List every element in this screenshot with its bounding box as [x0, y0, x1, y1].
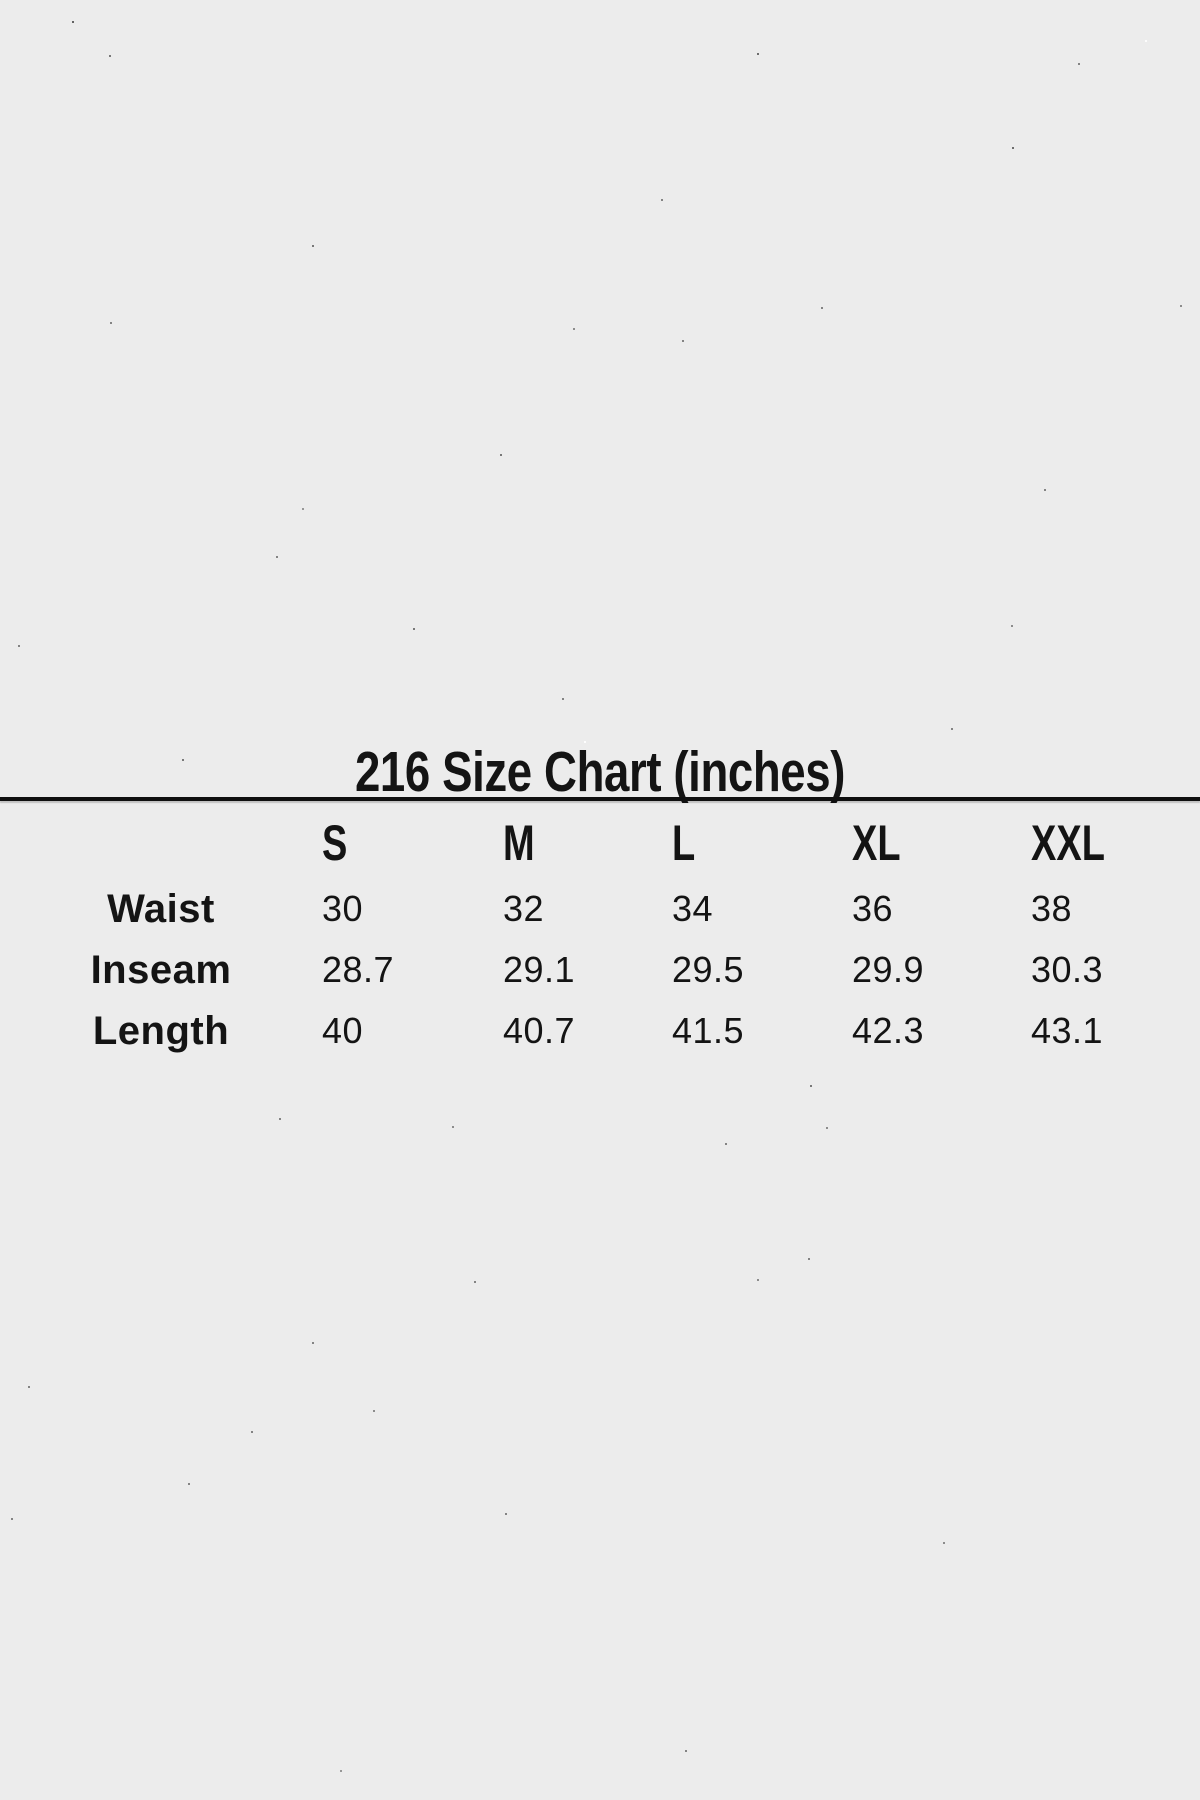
table-cell: 32 [503, 887, 545, 929]
column-header-xxl: XXL [1031, 815, 1105, 871]
column-header-m: M [503, 815, 535, 871]
column-header-l: L [672, 815, 696, 871]
title-divider-line [0, 797, 1200, 801]
table-cell: 29.5 [672, 948, 745, 990]
size-chart-table: S M L XL XXL Waist 30 32 34 36 38 Inseam… [0, 808, 1200, 1061]
table-cell: 40 [322, 1009, 364, 1051]
column-header-xl: XL [852, 815, 901, 871]
table-cell: 34 [672, 887, 714, 929]
row-label-inseam: Inseam [90, 947, 232, 992]
table-cell: 36 [852, 887, 894, 929]
table-cell: 43.1 [1031, 1009, 1104, 1051]
table-cell: 41.5 [672, 1009, 745, 1051]
table-cell: 30 [322, 887, 364, 929]
row-label-length: Length [92, 1008, 230, 1053]
row-label-waist: Waist [107, 886, 215, 931]
table-cell: 40.7 [503, 1009, 576, 1051]
table-cell: 42.3 [852, 1009, 925, 1051]
table-cell: 29.9 [852, 948, 925, 990]
table-cell: 30.3 [1031, 948, 1104, 990]
noise-speckles [0, 0, 2, 2]
table-cell: 28.7 [322, 948, 395, 990]
table-cell: 29.1 [503, 948, 576, 990]
column-header-s: S [322, 815, 348, 871]
table-cell: 38 [1031, 887, 1073, 929]
size-chart-title: 216 Size Chart (inches) [354, 740, 846, 804]
